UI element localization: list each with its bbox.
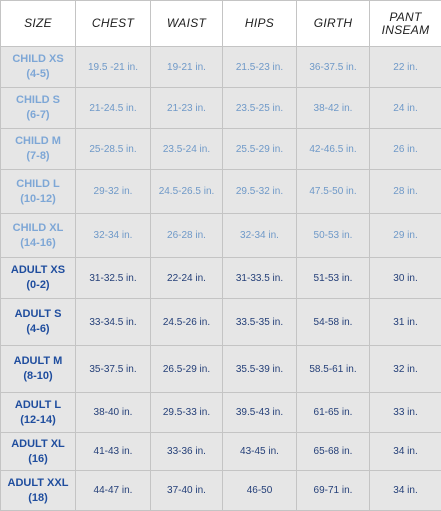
size-row-child-xs: CHILD XS(4-5) 19.5 -21 in. 19-21 in. 21.… bbox=[1, 47, 441, 88]
size-row-adult-xxl: ADULT XXL(18) 44-47 in. 37-40 in. 46-50 … bbox=[1, 471, 441, 511]
header-hips: HIPS bbox=[223, 1, 297, 47]
chest-cell: 38-40 in. bbox=[76, 393, 151, 433]
girth-cell: 58.5-61 in. bbox=[297, 346, 370, 393]
hips-cell: 39.5-43 in. bbox=[223, 393, 297, 433]
size-row-child-m: CHILD M(7-8) 25-28.5 in. 23.5-24 in. 25.… bbox=[1, 129, 441, 170]
size-label-cell: CHILD S(6-7) bbox=[1, 88, 76, 129]
girth-cell: 65-68 in. bbox=[297, 433, 370, 471]
size-label-cell: CHILD M(7-8) bbox=[1, 129, 76, 170]
girth-cell: 50-53 in. bbox=[297, 214, 370, 258]
hips-cell: 25.5-29 in. bbox=[223, 129, 297, 170]
girth-cell: 69-71 in. bbox=[297, 471, 370, 511]
chest-cell: 25-28.5 in. bbox=[76, 129, 151, 170]
waist-cell: 26.5-29 in. bbox=[151, 346, 223, 393]
hips-cell: 33.5-35 in. bbox=[223, 299, 297, 346]
girth-cell: 42-46.5 in. bbox=[297, 129, 370, 170]
header-chest: CHEST bbox=[76, 1, 151, 47]
inseam-cell: 34 in. bbox=[370, 433, 441, 471]
inseam-cell: 33 in. bbox=[370, 393, 441, 433]
girth-cell: 51-53 in. bbox=[297, 258, 370, 299]
inseam-cell: 30 in. bbox=[370, 258, 441, 299]
waist-cell: 19-21 in. bbox=[151, 47, 223, 88]
inseam-cell: 31 in. bbox=[370, 299, 441, 346]
chest-cell: 29-32 in. bbox=[76, 170, 151, 214]
header-girth: GIRTH bbox=[297, 1, 370, 47]
hips-cell: 29.5-32 in. bbox=[223, 170, 297, 214]
chest-cell: 41-43 in. bbox=[76, 433, 151, 471]
inseam-cell: 26 in. bbox=[370, 129, 441, 170]
inseam-cell: 24 in. bbox=[370, 88, 441, 129]
waist-cell: 24.5-26 in. bbox=[151, 299, 223, 346]
size-row-adult-m: ADULT M(8-10) 35-37.5 in. 26.5-29 in. 35… bbox=[1, 346, 441, 393]
chest-cell: 44-47 in. bbox=[76, 471, 151, 511]
size-row-child-xl: CHILD XL(14-16) 32-34 in. 26-28 in. 32-3… bbox=[1, 214, 441, 258]
header-waist: WAIST bbox=[151, 1, 223, 47]
waist-cell: 21-23 in. bbox=[151, 88, 223, 129]
hips-cell: 23.5-25 in. bbox=[223, 88, 297, 129]
size-label-cell: CHILD L(10-12) bbox=[1, 170, 76, 214]
size-label-cell: ADULT XS(0-2) bbox=[1, 258, 76, 299]
size-label-cell: ADULT S(4-6) bbox=[1, 299, 76, 346]
size-row-adult-l: ADULT L(12-14) 38-40 in. 29.5-33 in. 39.… bbox=[1, 393, 441, 433]
size-row-adult-xs: ADULT XS(0-2) 31-32.5 in. 22-24 in. 31-3… bbox=[1, 258, 441, 299]
girth-cell: 47.5-50 in. bbox=[297, 170, 370, 214]
hips-cell: 46-50 bbox=[223, 471, 297, 511]
chest-cell: 32-34 in. bbox=[76, 214, 151, 258]
waist-cell: 33-36 in. bbox=[151, 433, 223, 471]
inseam-cell: 28 in. bbox=[370, 170, 441, 214]
hips-cell: 43-45 in. bbox=[223, 433, 297, 471]
waist-cell: 26-28 in. bbox=[151, 214, 223, 258]
size-row-adult-s: ADULT S(4-6) 33-34.5 in. 24.5-26 in. 33.… bbox=[1, 299, 441, 346]
waist-cell: 22-24 in. bbox=[151, 258, 223, 299]
size-label-cell: ADULT XL(16) bbox=[1, 433, 76, 471]
hips-cell: 32-34 in. bbox=[223, 214, 297, 258]
header-pant-inseam: PANT INSEAM bbox=[370, 1, 441, 47]
chest-cell: 33-34.5 in. bbox=[76, 299, 151, 346]
inseam-cell: 22 in. bbox=[370, 47, 441, 88]
inseam-cell: 29 in. bbox=[370, 214, 441, 258]
size-row-child-s: CHILD S(6-7) 21-24.5 in. 21-23 in. 23.5-… bbox=[1, 88, 441, 129]
waist-cell: 24.5-26.5 in. bbox=[151, 170, 223, 214]
waist-cell: 37-40 in. bbox=[151, 471, 223, 511]
hips-cell: 21.5-23 in. bbox=[223, 47, 297, 88]
girth-cell: 61-65 in. bbox=[297, 393, 370, 433]
chest-cell: 19.5 -21 in. bbox=[76, 47, 151, 88]
chest-cell: 35-37.5 in. bbox=[76, 346, 151, 393]
size-label-cell: ADULT L(12-14) bbox=[1, 393, 76, 433]
size-row-child-l: CHILD L(10-12) 29-32 in. 24.5-26.5 in. 2… bbox=[1, 170, 441, 214]
header-size: SIZE bbox=[1, 1, 76, 47]
inseam-cell: 32 in. bbox=[370, 346, 441, 393]
header-row: SIZE CHEST WAIST HIPS GIRTH PANT INSEAM bbox=[1, 1, 441, 47]
hips-cell: 31-33.5 in. bbox=[223, 258, 297, 299]
size-label-cell: CHILD XL(14-16) bbox=[1, 214, 76, 258]
chest-cell: 21-24.5 in. bbox=[76, 88, 151, 129]
girth-cell: 54-58 in. bbox=[297, 299, 370, 346]
size-label-cell: CHILD XS(4-5) bbox=[1, 47, 76, 88]
girth-cell: 36-37.5 in. bbox=[297, 47, 370, 88]
size-label-cell: ADULT M(8-10) bbox=[1, 346, 76, 393]
size-row-adult-xl: ADULT XL(16) 41-43 in. 33-36 in. 43-45 i… bbox=[1, 433, 441, 471]
inseam-cell: 34 in. bbox=[370, 471, 441, 511]
chest-cell: 31-32.5 in. bbox=[76, 258, 151, 299]
waist-cell: 29.5-33 in. bbox=[151, 393, 223, 433]
girth-cell: 38-42 in. bbox=[297, 88, 370, 129]
hips-cell: 35.5-39 in. bbox=[223, 346, 297, 393]
size-label-cell: ADULT XXL(18) bbox=[1, 471, 76, 511]
waist-cell: 23.5-24 in. bbox=[151, 129, 223, 170]
